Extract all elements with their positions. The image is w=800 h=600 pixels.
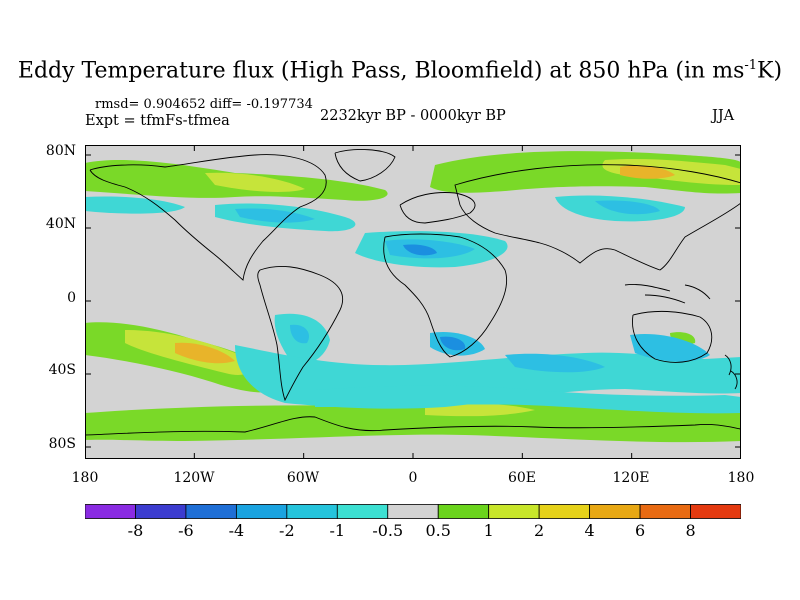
axis-tickmarks: [85, 145, 741, 459]
lon-tick-120w: 120W: [173, 470, 215, 486]
period-label: 2232kyr BP - 0000kyr BP: [320, 108, 506, 124]
lon-tick-0: 0: [408, 470, 418, 486]
colorbar-swatch: [286, 504, 338, 519]
south-america-coast: [257, 265, 344, 402]
colorbar-swatch: [185, 504, 237, 519]
lon-tick-180e: 180: [727, 470, 755, 486]
experiment-label: Expt = tfmFs-tfmea: [85, 113, 230, 129]
asia-coast: [454, 164, 741, 271]
colorbar-label: -0.5: [372, 521, 404, 540]
colorbar-label: -2: [279, 521, 295, 540]
colorbar-swatch: [336, 504, 389, 519]
north-atlantic-mid: [235, 208, 315, 223]
antarctica-coast: [85, 416, 741, 436]
colorbar-label: 4: [584, 521, 595, 540]
lon-tick-60w: 60W: [286, 470, 320, 486]
colorbar-label: -6: [178, 521, 194, 540]
lon-tick-180w: 180: [71, 470, 99, 486]
siberia-high: [620, 165, 675, 179]
colorbar-label: 2: [534, 521, 545, 540]
colorbar-label: 1: [483, 521, 494, 540]
map-title: Eddy Temperature flux (High Pass, Bloomf…: [17, 58, 783, 84]
sahara-high: [403, 244, 437, 256]
greenland-coast: [334, 149, 396, 182]
lat-tick-0: 0: [67, 290, 76, 306]
colorbar-swatch: [437, 504, 490, 519]
north-america-coast: [89, 154, 327, 281]
new-zealand-coast: [724, 354, 738, 390]
high-south-band: [315, 385, 741, 414]
colorbar-swatch: [135, 504, 187, 519]
colorbar-label: -8: [127, 521, 144, 540]
lat-tick-40s: 40S: [48, 362, 76, 378]
north-pacific-band: [85, 196, 185, 214]
south-indian-mid: [505, 353, 605, 373]
coastlines: [85, 149, 741, 436]
colorbar-swatch: [85, 504, 136, 519]
lat-tick-80s: 80S: [48, 436, 76, 452]
africa-coast: [383, 233, 508, 358]
colorbar-label: 8: [685, 521, 696, 540]
europe-coast: [399, 192, 476, 224]
positive-anomalies: [85, 151, 741, 443]
colorbar-label: 6: [634, 521, 646, 540]
colorbar-swatch: [387, 504, 439, 519]
colorbar-label: 0.5: [425, 521, 451, 540]
season-label: JJA: [712, 108, 735, 124]
colorbar-swatch: [235, 504, 288, 519]
south-africa-high: [440, 336, 466, 351]
flux-map: [85, 145, 741, 459]
australia-coast: [632, 310, 713, 363]
south-pacific-high: [175, 342, 235, 364]
colorbar-label: -1: [329, 521, 346, 540]
lon-tick-120e: 120E: [612, 470, 650, 486]
colorbar-swatch: [639, 504, 691, 519]
colorbar-label: -4: [228, 521, 245, 540]
south-america-mid: [290, 324, 310, 344]
colorbar: [85, 504, 741, 519]
australia-mid: [630, 334, 710, 362]
southern-ocean-band: [85, 403, 741, 443]
colorbar-swatch: [538, 504, 591, 519]
lat-tick-40n: 40N: [45, 216, 76, 232]
colorbar-swatch: [488, 504, 540, 519]
stats-label: rmsd= 0.904652 diff= -0.197734: [95, 97, 313, 112]
indonesia-coast: [624, 284, 711, 304]
colorbar-swatch: [589, 504, 641, 519]
central-asia-mid: [595, 200, 660, 215]
colorbar-swatch: [690, 504, 741, 519]
lon-tick-60e: 60E: [507, 470, 537, 486]
canada-mid: [205, 172, 305, 192]
lat-tick-80n: 80N: [45, 143, 76, 159]
southern-ocean-mid: [425, 403, 535, 417]
